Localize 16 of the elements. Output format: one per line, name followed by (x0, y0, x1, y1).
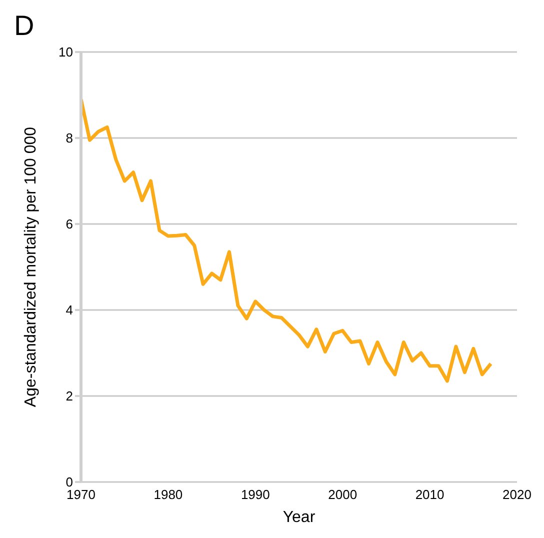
y-tick-label: 8 (66, 130, 73, 146)
y-tick-label: 2 (66, 388, 73, 404)
x-tick-label: 2000 (328, 487, 358, 502)
x-tick-label: 1970 (66, 487, 96, 502)
x-tick-label: 1980 (154, 487, 183, 502)
y-tick-label: 10 (58, 44, 73, 60)
chart-title: D (14, 10, 34, 42)
x-tick-label: 1990 (240, 487, 270, 502)
y-axis-title: Age-standardized mortality per 100 000 (22, 126, 40, 408)
x-tick-label: 2020 (502, 487, 532, 502)
x-tick-label: 2010 (415, 487, 444, 502)
line-series (81, 98, 493, 383)
y-tick-label: 6 (66, 216, 73, 232)
y-tick-label: 0 (66, 474, 73, 490)
y-tick-label: 4 (66, 302, 73, 318)
x-axis-title: Year (282, 509, 316, 526)
